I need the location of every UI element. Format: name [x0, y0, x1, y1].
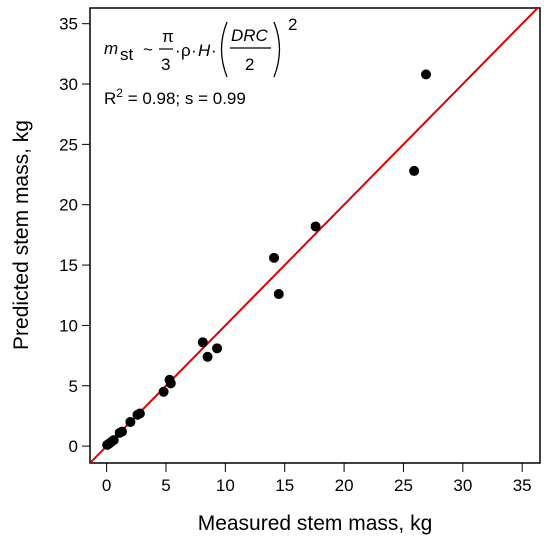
y-tick-label: 25 [59, 135, 78, 154]
formula-lhs-sub: st [120, 45, 134, 64]
data-point [409, 165, 420, 176]
formula-pi: π [162, 27, 174, 46]
formula-exponent: 2 [288, 15, 297, 34]
x-tick-label: 5 [161, 476, 170, 495]
y-tick-label: 15 [59, 256, 78, 275]
formula-drc: DRC [231, 26, 269, 45]
data-point [273, 289, 284, 300]
one-to-one-line [90, 8, 540, 463]
formula-lhs-var: m [104, 39, 118, 58]
x-tick-label: 0 [102, 476, 111, 495]
y-axis-label: Predicted stem mass, kg [10, 120, 33, 350]
r2-annotation: R2 = 0.98; s = 0.99 [104, 86, 246, 108]
y-tick-label: 10 [59, 316, 78, 335]
formula-two: 2 [245, 55, 254, 74]
formula-dot-1: · [175, 41, 181, 60]
formula-left-paren [220, 21, 228, 78]
data-point [202, 351, 213, 362]
data-point [421, 69, 432, 80]
r2-prefix: R [104, 89, 116, 108]
data-point [310, 221, 321, 232]
formula-annotation: m st ~ π 3 · ρ · H · DRC 2 2 [104, 15, 297, 78]
y-tick-label: 0 [69, 437, 78, 456]
y-tick-label: 30 [59, 75, 78, 94]
data-point [158, 386, 169, 397]
data-point [117, 426, 128, 437]
x-tick-label: 25 [394, 476, 413, 495]
x-tick-label: 15 [275, 476, 294, 495]
r2-rest: = 0.98; s = 0.99 [123, 89, 246, 108]
x-tick-label: 20 [335, 476, 354, 495]
formula-dot-3: · [211, 41, 217, 60]
data-point [125, 416, 136, 427]
formula-right-paren [273, 21, 281, 78]
formula-tilde: ~ [143, 40, 153, 59]
data-point [269, 252, 280, 263]
data-point [165, 378, 176, 389]
x-tick-label: 30 [453, 476, 472, 495]
formula-h: H [198, 41, 211, 60]
data-point [212, 343, 223, 354]
data-point [108, 435, 119, 446]
y-tick-label: 5 [69, 377, 78, 396]
r2-superscript: 2 [116, 86, 123, 100]
data-point [134, 408, 145, 419]
x-tick-label: 35 [513, 476, 532, 495]
formula-three: 3 [161, 55, 170, 74]
y-tick-label: 20 [59, 196, 78, 215]
formula-rho: ρ [181, 41, 191, 60]
y-tick-label: 35 [59, 15, 78, 34]
data-point [197, 337, 208, 348]
formula-dot-2: · [191, 41, 197, 60]
x-axis-label: Measured stem mass, kg [198, 512, 433, 535]
x-tick-label: 10 [216, 476, 235, 495]
